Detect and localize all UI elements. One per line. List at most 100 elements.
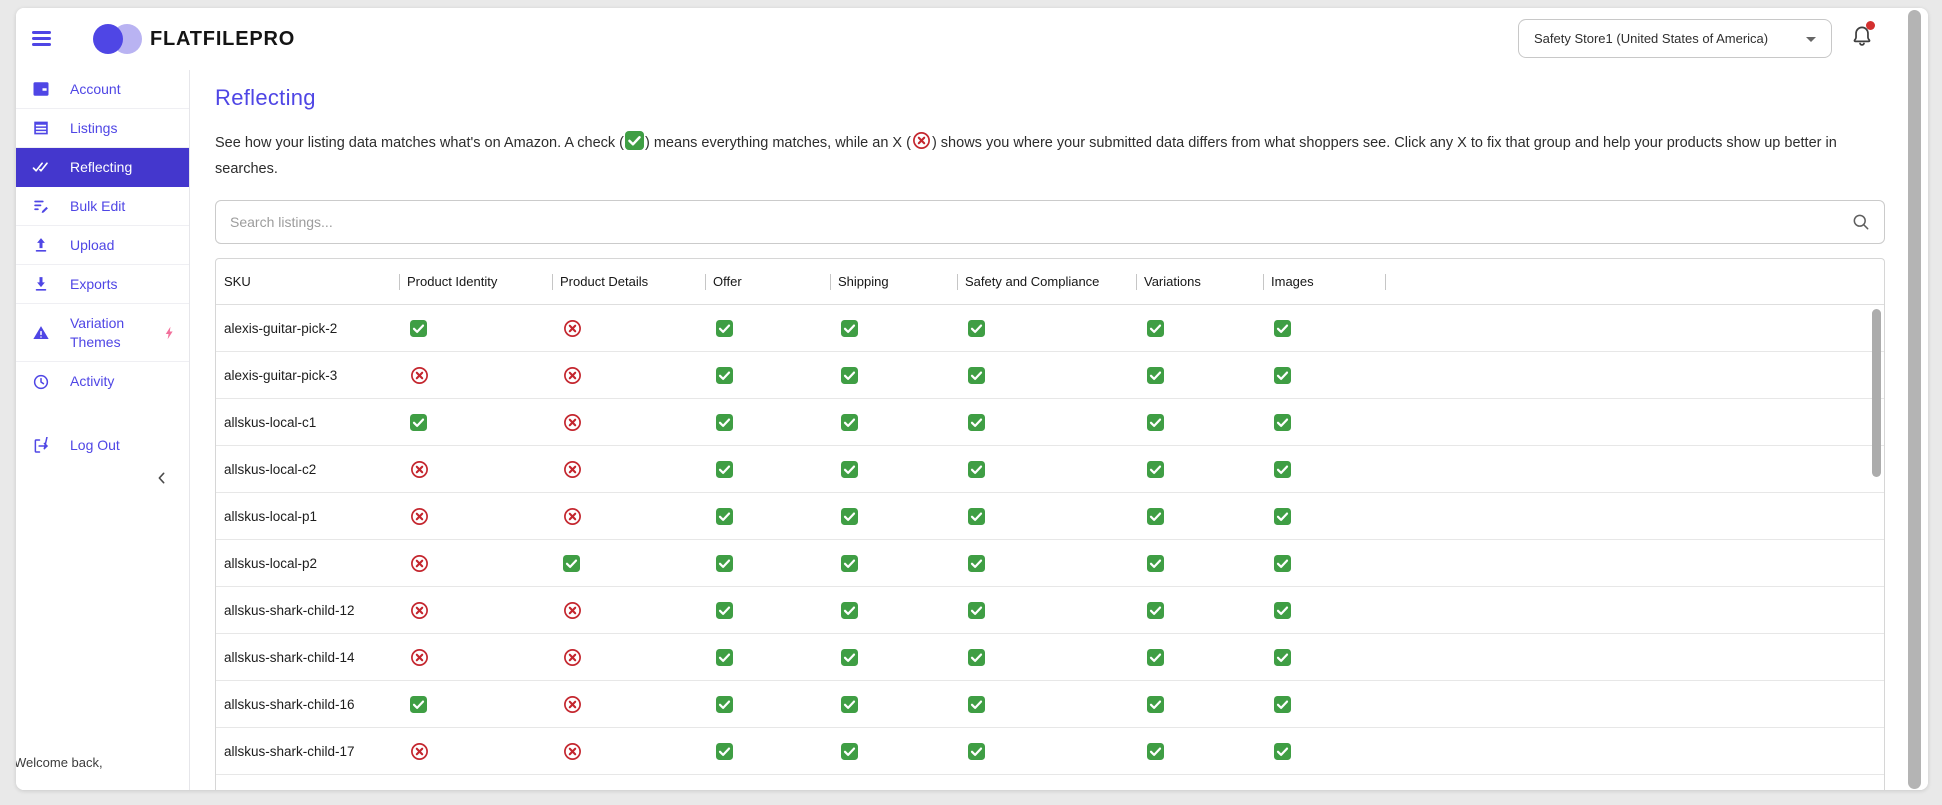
search-input[interactable]: [215, 200, 1885, 244]
sidebar-item-label: Activity: [70, 373, 115, 390]
column-header-variations: Variations: [1136, 259, 1263, 304]
sku-cell: alexis-guitar-pick-2: [224, 320, 338, 336]
check-icon: [410, 413, 427, 431]
status-cell: [399, 681, 552, 727]
status-cell: [1136, 493, 1263, 539]
table-row: allskus-local-p2: [216, 540, 1884, 587]
menu-hamburger-icon[interactable]: [32, 31, 51, 46]
check-icon: [716, 366, 733, 384]
check-icon: [1147, 601, 1164, 619]
status-cell: [830, 540, 957, 586]
account-icon: [32, 80, 50, 98]
x-icon[interactable]: [563, 695, 582, 714]
status-cell: [1136, 540, 1263, 586]
check-icon: [1147, 554, 1164, 572]
x-icon[interactable]: [563, 366, 582, 385]
sku-cell: allskus-shark-child-16: [224, 696, 355, 712]
table-row: allskus-local-c2: [216, 446, 1884, 493]
store-selector-value: Safety Store1 (United States of America): [1534, 31, 1769, 46]
column-header-sku: SKU: [224, 274, 251, 289]
x-icon[interactable]: [563, 742, 582, 761]
notifications-bell-icon[interactable]: [1849, 21, 1875, 52]
notification-dot: [1866, 21, 1875, 30]
status-cell: [957, 540, 1136, 586]
x-icon[interactable]: [410, 554, 429, 573]
sidebar-item-activity[interactable]: Activity: [16, 362, 189, 401]
description-text: ) means everything matches, while an X (: [645, 135, 911, 151]
chevron-down-icon: [1806, 37, 1816, 42]
x-icon[interactable]: [410, 648, 429, 667]
logo-circle-dark: [93, 24, 123, 54]
check-icon: [1274, 742, 1291, 760]
check-icon: [410, 695, 427, 713]
sidebar-collapse-chevron-left-icon[interactable]: [154, 470, 172, 488]
table-header: SKU Product Identity Product Details Offer S…: [216, 259, 1884, 305]
check-icon: [1274, 366, 1291, 384]
download-icon: [32, 275, 50, 293]
check-icon: [1274, 601, 1291, 619]
x-icon: [912, 131, 931, 158]
check-icon: [841, 319, 858, 337]
sidebar-item-label: Variation Themes: [70, 314, 125, 350]
status-cell: [830, 681, 957, 727]
sidebar-item-listings[interactable]: Listings: [16, 109, 189, 148]
sidebar-item-bulk-edit[interactable]: Bulk Edit: [16, 187, 189, 226]
status-cell: [399, 634, 552, 680]
status-cell: [830, 399, 957, 445]
table-row: allskus-local-c1: [216, 399, 1884, 446]
status-cell: [705, 540, 830, 586]
status-cell: [1263, 446, 1385, 492]
table-row: alexis-guitar-pick-2: [216, 305, 1884, 352]
status-cell: [957, 728, 1136, 774]
sidebar-item-label: Reflecting: [70, 158, 133, 175]
x-icon[interactable]: [563, 413, 582, 432]
description-text: ) shows you where your submitted data di…: [215, 135, 1837, 177]
status-cell: [552, 634, 705, 680]
sidebar-item-reflecting[interactable]: Reflecting: [16, 148, 189, 187]
sku-cell: allskus-shark-child-12: [224, 602, 355, 618]
check-icon: [1147, 648, 1164, 666]
app-window: FLATFILEPRO Safety Store1 (United States…: [16, 8, 1928, 790]
status-cell: [957, 493, 1136, 539]
check-icon: [716, 507, 733, 525]
x-icon[interactable]: [410, 601, 429, 620]
table-row: allskus-local-p1: [216, 493, 1884, 540]
upload-icon: [32, 236, 50, 254]
sidebar-item-label: Exports: [70, 275, 118, 292]
column-header-product-identity: Product Identity: [399, 259, 552, 304]
status-cell: [1136, 446, 1263, 492]
x-icon[interactable]: [563, 601, 582, 620]
table-row: alexis-guitar-pick-3: [216, 352, 1884, 399]
status-cell: [957, 305, 1136, 351]
column-header-images: Images: [1263, 259, 1385, 304]
table-scrollbar-thumb[interactable]: [1872, 309, 1881, 477]
x-icon[interactable]: [410, 460, 429, 479]
x-icon[interactable]: [563, 460, 582, 479]
sku-cell: allskus-local-c2: [224, 461, 317, 477]
search-icon: [1851, 212, 1871, 232]
x-icon[interactable]: [563, 507, 582, 526]
page-scrollbar-thumb[interactable]: [1908, 10, 1921, 789]
sidebar-item-exports[interactable]: Exports: [16, 265, 189, 304]
x-icon[interactable]: [410, 507, 429, 526]
sidebar-item-variation-themes[interactable]: Variation Themes: [16, 304, 189, 362]
check-icon: [716, 648, 733, 666]
sku-cell: allskus-local-p2: [224, 555, 318, 571]
check-icon: [968, 507, 985, 525]
x-icon[interactable]: [563, 319, 582, 338]
status-cell: [830, 634, 957, 680]
sku-cell: allskus-shark-child-14: [224, 649, 355, 665]
status-cell: [957, 681, 1136, 727]
x-icon[interactable]: [563, 648, 582, 667]
check-icon: [1147, 507, 1164, 525]
store-selector-dropdown[interactable]: Safety Store1 (United States of America): [1518, 19, 1832, 58]
sku-cell: alexis-guitar-pick-3: [224, 367, 338, 383]
check-icon: [716, 460, 733, 478]
x-icon[interactable]: [410, 366, 429, 385]
sidebar-item-upload[interactable]: Upload: [16, 226, 189, 265]
sidebar-item-account[interactable]: Account: [16, 70, 189, 109]
status-cell: [705, 352, 830, 398]
x-icon[interactable]: [410, 742, 429, 761]
sidebar-item-logout[interactable]: Log Out: [16, 426, 189, 465]
check-icon: [1274, 648, 1291, 666]
